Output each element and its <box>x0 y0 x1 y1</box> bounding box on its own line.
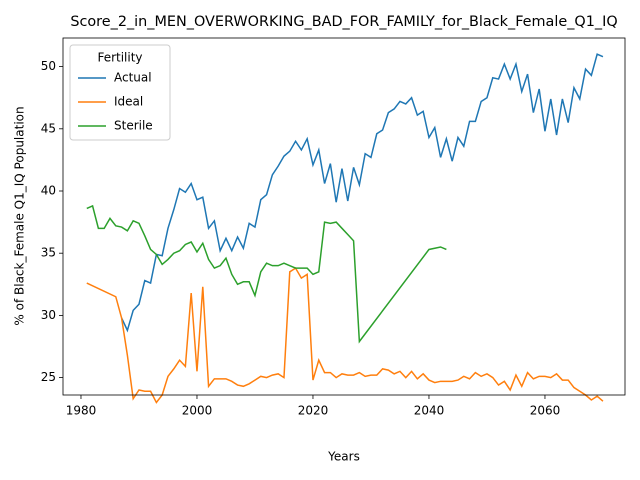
y-tick-label: 30 <box>41 308 56 322</box>
y-axis-label: % of Black_Female Q1_IQ Population <box>13 106 27 325</box>
line-series <box>120 53 604 333</box>
x-tick-label: 2020 <box>298 404 329 418</box>
legend-label: Sterile <box>114 119 153 133</box>
chart-title: Score_2_in_MEN_OVERWORKING_BAD_FOR_FAMIL… <box>70 14 617 30</box>
legend-label: Ideal <box>114 95 143 109</box>
plot-frame <box>62 37 626 396</box>
line-series <box>86 267 604 404</box>
y-tick-label: 40 <box>41 184 56 198</box>
legend-title: Fertility <box>97 51 142 65</box>
y-tick-label: 50 <box>41 59 56 73</box>
x-tick-label: 2000 <box>182 404 213 418</box>
x-axis-label: Years <box>327 450 360 464</box>
legend-box <box>69 44 171 141</box>
x-tick-label: 2040 <box>414 404 445 418</box>
legend-label: Actual <box>114 71 152 85</box>
y-tick-label: 45 <box>41 121 56 135</box>
line-series <box>86 204 447 344</box>
x-tick-label: 2060 <box>530 404 561 418</box>
y-tick-label: 35 <box>41 246 56 260</box>
y-tick-label: 25 <box>41 370 56 384</box>
x-tick-label: 1980 <box>66 404 97 418</box>
